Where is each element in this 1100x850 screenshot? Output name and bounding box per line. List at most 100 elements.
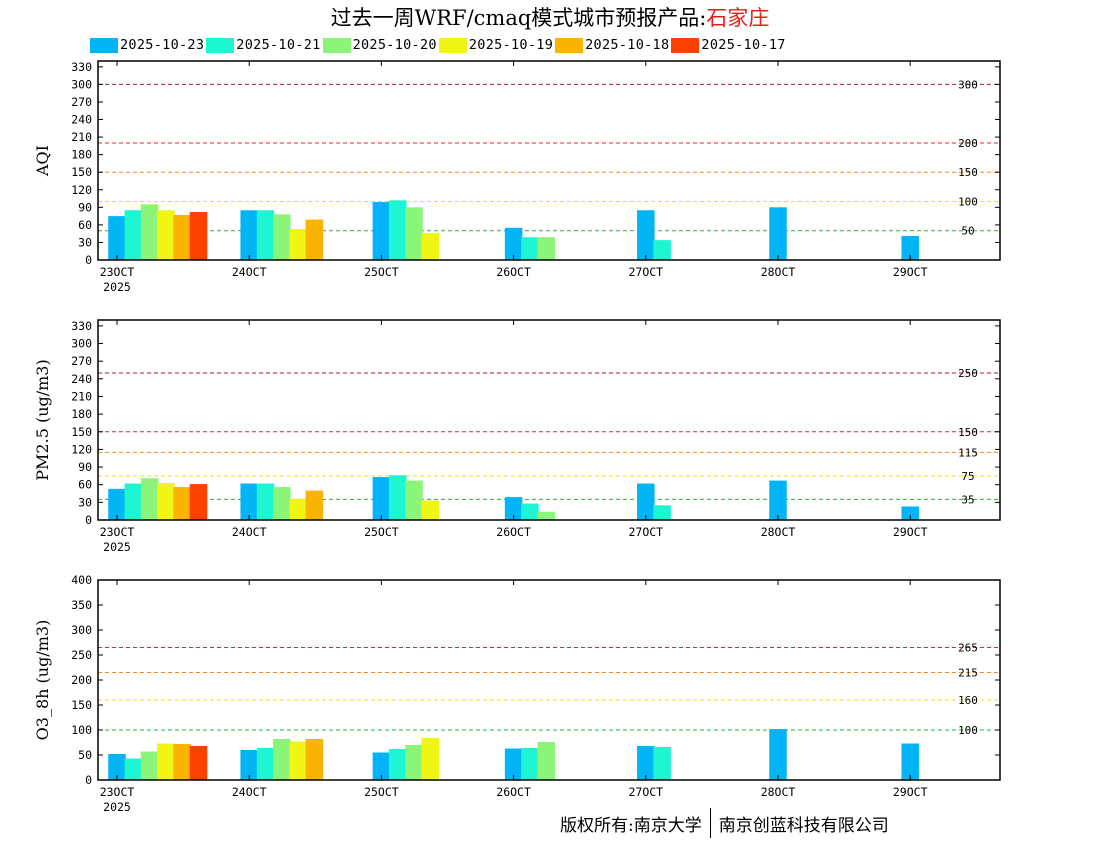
bar-2025-10-23 (637, 483, 655, 520)
y-tick-label: 0 (85, 513, 92, 527)
bar-2025-10-21 (653, 505, 671, 520)
bar-2025-10-23 (372, 477, 391, 520)
x-tick-label: 23OCT (100, 525, 135, 539)
bar-2025-10-20 (537, 742, 555, 780)
bar-2025-10-21 (124, 210, 143, 260)
threshold-label: 160 (958, 694, 978, 707)
y-tick-label: 250 (71, 648, 92, 662)
x-tick-label: 24OCT (232, 785, 267, 799)
bar-2025-10-23 (240, 210, 258, 260)
title-city: 石家庄 (706, 6, 770, 30)
legend-label: 2025-10-17 (701, 37, 786, 53)
threshold-label: 100 (958, 724, 978, 737)
legend-swatch (322, 37, 351, 53)
legend-item: 2025-10-20 (322, 37, 439, 53)
threshold-label: 250 (958, 367, 978, 380)
x-tick-label: 29OCT (893, 785, 928, 799)
bar-2025-10-21 (388, 749, 407, 780)
bar-2025-10-23 (901, 506, 919, 520)
legend-item: 2025-10-18 (555, 37, 671, 53)
y-tick-label: 330 (71, 60, 92, 74)
x-tick-label: 29OCT (893, 265, 928, 279)
threshold-label: 200 (958, 137, 978, 150)
y-tick-label: 150 (71, 698, 92, 712)
threshold-label: 75 (961, 470, 974, 483)
y-tick-label: 180 (71, 407, 92, 421)
legend-item: 2025-10-23 (90, 37, 206, 53)
y-tick-label: 30 (78, 495, 92, 509)
y-tick-label: 150 (71, 425, 92, 439)
y-axis-label: AQI (33, 145, 52, 177)
x-tick-label: 26OCT (496, 265, 531, 279)
threshold-label: 115 (958, 446, 978, 459)
legend-swatch (438, 37, 467, 53)
y-tick-label: 200 (71, 673, 92, 687)
bar-2025-10-23 (240, 750, 258, 780)
bar-2025-10-23 (372, 202, 391, 260)
legend-swatch (555, 37, 584, 53)
y-tick-label: 120 (71, 442, 92, 456)
y-tick-label: 120 (71, 183, 92, 197)
bar-2025-10-21 (388, 475, 407, 520)
bar-2025-10-19 (421, 233, 440, 260)
bar-2025-10-21 (124, 758, 143, 780)
bar-2025-10-18 (305, 739, 324, 780)
bar-2025-10-17 (189, 212, 208, 260)
footer: 版权所有:南京大学 南京创蓝科技有限公司 (560, 808, 889, 838)
legend-label: 2025-10-21 (236, 37, 321, 53)
y-tick-label: 270 (71, 354, 92, 368)
y-tick-label: 240 (71, 113, 92, 127)
x-year-label: 2025 (103, 280, 131, 294)
x-tick-label: 29OCT (893, 525, 928, 539)
bar-2025-10-20 (140, 751, 159, 780)
threshold-label: 100 (958, 195, 978, 208)
bar-2025-10-21 (256, 748, 275, 780)
bar-2025-10-20 (273, 487, 291, 520)
y-tick-label: 300 (71, 337, 92, 351)
y-axis-label: O3_8h (ug/m3) (33, 620, 52, 741)
y-tick-label: 240 (71, 372, 92, 386)
x-year-label: 2025 (103, 800, 131, 814)
bar-2025-10-20 (273, 739, 291, 780)
title-main: 过去一周WRF/cmaq模式城市预报产品: (330, 6, 707, 30)
legend-item: 2025-10-17 (671, 37, 787, 53)
threshold-label: 215 (958, 667, 978, 680)
chart-panel-3: 265 215 160 100 0 50 100 150 200 250 300 350 400 23OC… (33, 573, 1001, 814)
y-tick-label: 180 (71, 148, 92, 162)
bar-2025-10-19 (289, 741, 307, 780)
bar-2025-10-21 (124, 483, 143, 520)
legend-label: 2025-10-19 (468, 37, 554, 53)
footer-company: 南京创蓝科技有限公司 (718, 815, 889, 836)
y-tick-label: 0 (85, 253, 92, 267)
bar-2025-10-19 (289, 498, 307, 520)
bar-2025-10-23 (108, 216, 126, 260)
bar-2025-10-23 (637, 210, 655, 260)
bar-2025-10-20 (273, 214, 291, 260)
bar-2025-10-19 (421, 500, 440, 520)
y-tick-label: 60 (78, 478, 92, 492)
bar-2025-10-21 (256, 483, 275, 520)
bar-2025-10-21 (653, 240, 671, 260)
legend-item: 2025-10-21 (206, 37, 322, 53)
legend-swatch (671, 37, 700, 53)
x-tick-label: 25OCT (364, 525, 399, 539)
bar-2025-10-23 (769, 729, 787, 780)
x-tick-label: 27OCT (628, 525, 663, 539)
bar-2025-10-20 (537, 511, 555, 520)
bar-2025-10-21 (256, 210, 275, 260)
threshold-label: 35 (961, 493, 974, 506)
bar-2025-10-17 (189, 484, 208, 520)
bar-2025-10-18 (173, 487, 191, 520)
bar-2025-10-23 (901, 236, 919, 260)
bar-2025-10-23 (769, 207, 787, 260)
plot-frame (97, 319, 1001, 521)
bar-2025-10-18 (305, 490, 324, 520)
threshold-label: 150 (958, 166, 978, 179)
y-tick-label: 350 (71, 598, 92, 612)
threshold-label: 300 (958, 78, 978, 91)
x-tick-label: 28OCT (761, 785, 796, 799)
x-tick-label: 26OCT (496, 785, 531, 799)
x-tick-label: 25OCT (364, 785, 399, 799)
bar-2025-10-20 (140, 204, 159, 260)
y-tick-label: 300 (71, 77, 92, 91)
